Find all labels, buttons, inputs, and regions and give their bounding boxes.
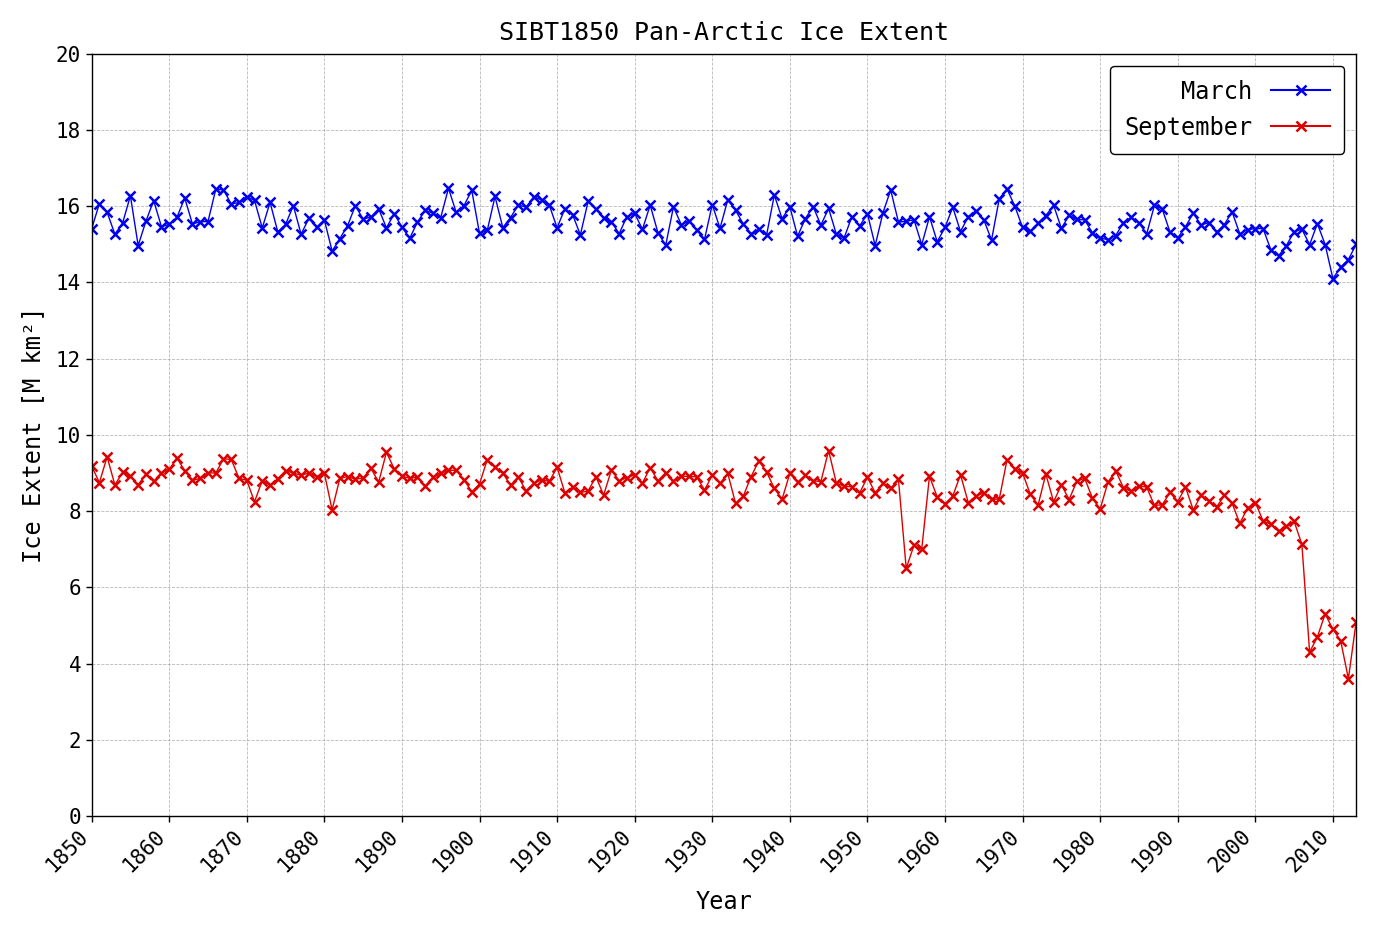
Line: September: September [87, 446, 1360, 683]
March [1325, 273, 1341, 284]
March [277, 219, 293, 230]
Y-axis label: Ice Extent [M km²]: Ice Extent [M km²] [21, 307, 45, 563]
September [1348, 616, 1365, 627]
September [277, 465, 293, 476]
March [441, 182, 457, 194]
March [697, 234, 713, 245]
September [1293, 539, 1310, 550]
Title: SIBT1850 Pan-Arctic Ice Extent: SIBT1850 Pan-Arctic Ice Extent [498, 21, 949, 45]
September [821, 445, 837, 456]
March [1293, 223, 1310, 235]
September [688, 471, 705, 482]
March [84, 223, 101, 235]
March [1069, 214, 1085, 225]
Legend: March, September: March, September [1110, 65, 1344, 153]
X-axis label: Year: Year [695, 890, 752, 914]
September [595, 490, 611, 501]
September [1015, 468, 1031, 479]
Line: March: March [87, 183, 1360, 283]
March [1015, 222, 1031, 233]
March [1348, 238, 1365, 250]
March [603, 216, 620, 227]
September [84, 460, 101, 471]
September [1340, 673, 1356, 684]
September [1069, 476, 1085, 487]
